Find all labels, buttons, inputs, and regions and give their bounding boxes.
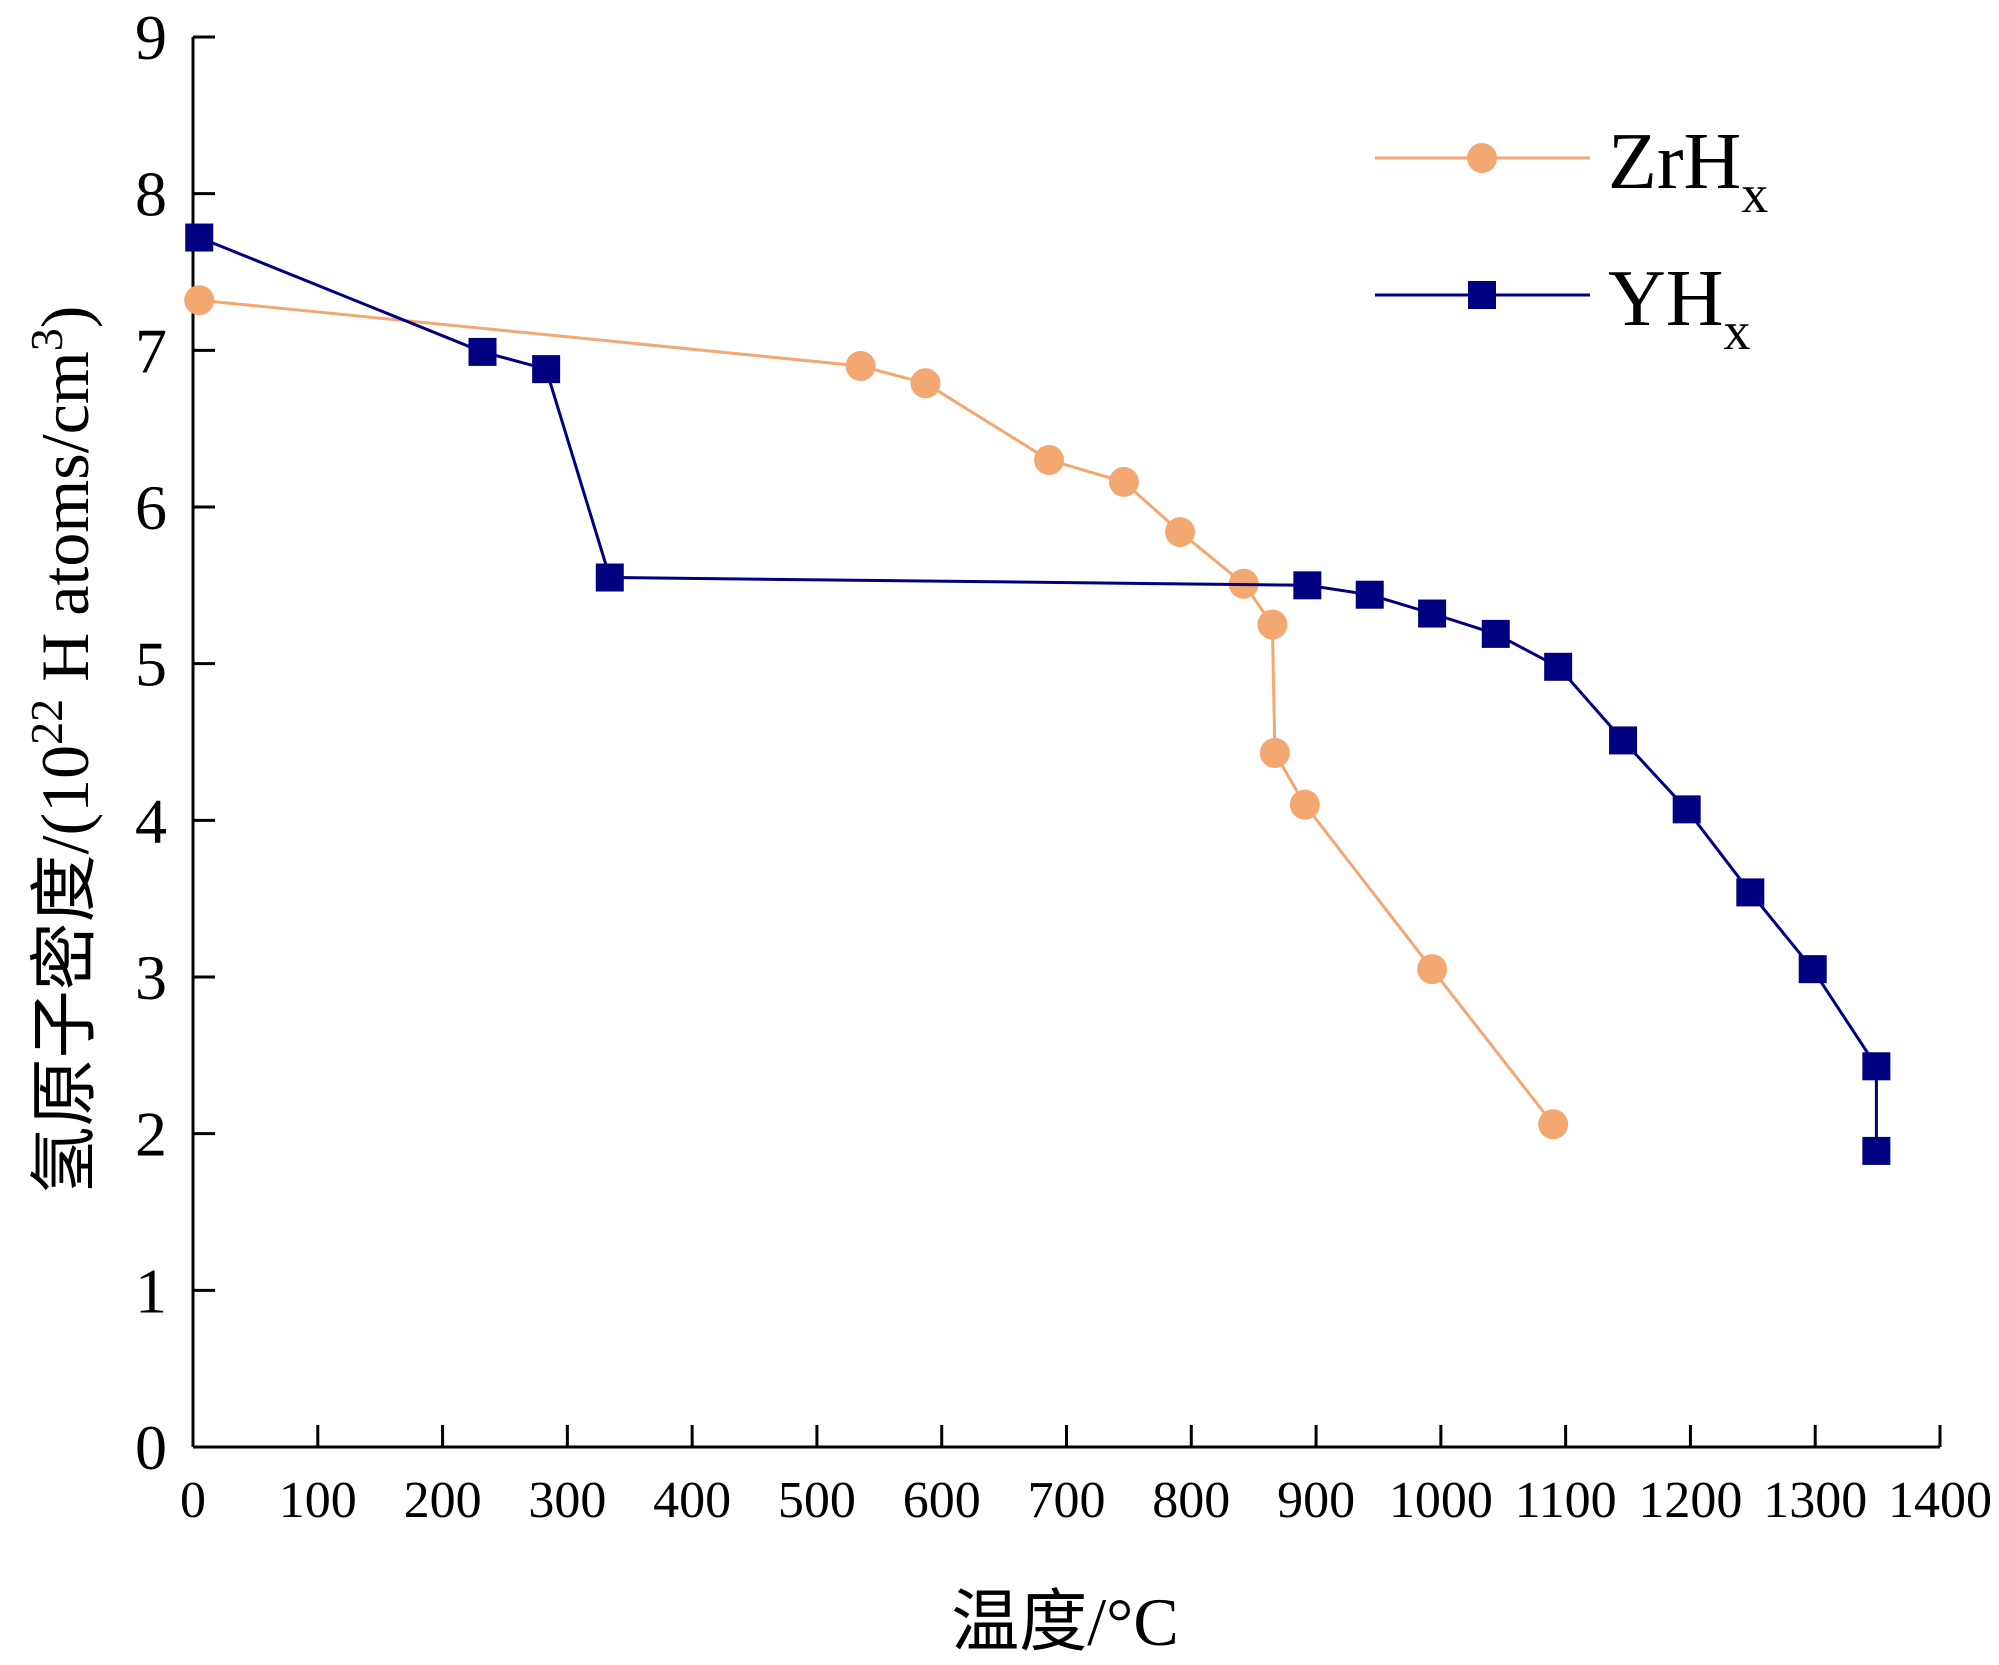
y-tick-label: 7 <box>135 315 167 386</box>
y-tick-label: 8 <box>135 159 167 230</box>
x-tick-label: 300 <box>528 1472 606 1529</box>
x-tick-label: 600 <box>903 1472 981 1529</box>
series-line-zrhx <box>199 298 1555 1126</box>
axes: 0 100 200 300 400 500 600 700 800 900 1000 1100 1200… <box>135 2 1992 1529</box>
data-point-yhx <box>1736 878 1765 907</box>
y-axis-title-sup1: 22 <box>21 699 72 745</box>
x-tick-label: 700 <box>1028 1472 1106 1529</box>
x-tick-label: 100 <box>279 1472 357 1529</box>
data-point-zrhx <box>1034 445 1065 475</box>
y-tick-label: 4 <box>135 785 167 856</box>
data-point-yhx <box>1355 580 1384 609</box>
x-tick-label: 200 <box>404 1472 482 1529</box>
legend-marker-yhx <box>1468 281 1496 309</box>
series-zrhx <box>184 285 1569 1140</box>
legend-label-yhx: YHx <box>1608 255 1751 361</box>
x-tick-label: 1200 <box>1638 1472 1742 1529</box>
data-point-zrhx <box>1538 1109 1569 1140</box>
data-point-zrhx <box>1165 517 1196 548</box>
y-tick-label: 2 <box>135 1099 167 1170</box>
x-tick-label: 500 <box>778 1472 856 1529</box>
y-axis-title-suffix: ) <box>27 306 103 329</box>
x-tick-label: 800 <box>1152 1472 1230 1529</box>
data-point-yhx <box>1862 1052 1891 1081</box>
data-point-yhx <box>1798 955 1827 984</box>
x-tick-label: 1100 <box>1515 1472 1617 1529</box>
legend-item-zrhx: ZrHx <box>1375 118 1768 224</box>
x-tick-label: 1400 <box>1888 1472 1992 1529</box>
series-line-yhx <box>198 236 1878 1151</box>
x-tick-label: 900 <box>1277 1472 1355 1529</box>
y-axis-title: 氢原子密度/(1022 H atoms/cm3) <box>21 306 103 1195</box>
y-tick-label: 6 <box>135 472 167 543</box>
data-point-zrhx <box>1417 954 1448 985</box>
legend-label-zrhx-sub: x <box>1741 164 1768 224</box>
legend-label-yhx-sub: x <box>1724 301 1751 361</box>
data-point-yhx <box>1481 619 1510 648</box>
data-point-yhx <box>532 355 561 384</box>
legend-marker-zrhx <box>1467 143 1497 173</box>
y-tick-label: 3 <box>135 942 167 1013</box>
series-layer <box>184 223 1891 1165</box>
series-yhx <box>185 223 1891 1165</box>
x-tick-label: 1300 <box>1763 1472 1867 1529</box>
y-axis-title-sup2: 3 <box>21 328 72 351</box>
data-point-zrhx <box>1108 466 1139 497</box>
x-tick-label: 400 <box>653 1472 731 1529</box>
data-point-zrhx <box>1289 789 1320 820</box>
data-point-yhx <box>1544 652 1573 681</box>
data-point-yhx <box>468 337 497 366</box>
x-tick-label: 1000 <box>1389 1472 1493 1529</box>
data-point-yhx <box>185 223 214 252</box>
y-tick-label: 9 <box>135 2 167 73</box>
data-point-zrhx <box>1257 609 1288 640</box>
legend: ZrHx YHx <box>1375 118 1768 361</box>
data-point-yhx <box>1293 571 1322 600</box>
x-tick-label: 0 <box>180 1472 206 1529</box>
legend-label-zrhx-main: ZrH <box>1608 118 1741 206</box>
y-tick-label: 1 <box>135 1255 167 1326</box>
legend-label-zrhx: ZrHx <box>1608 118 1768 224</box>
data-point-yhx <box>1672 795 1701 824</box>
data-point-zrhx <box>910 368 941 399</box>
data-point-yhx <box>1862 1136 1891 1165</box>
data-point-yhx <box>595 563 624 592</box>
data-point-zrhx <box>1259 737 1290 768</box>
x-axis-title: 温度/°C <box>951 1584 1178 1660</box>
x-ticks: 0 100 200 300 400 500 600 700 800 900 1000 1100 1200… <box>180 1425 1992 1529</box>
y-axis-title-middle: H atoms/cm <box>27 351 103 699</box>
data-point-zrhx <box>845 351 876 381</box>
legend-item-yhx: YHx <box>1375 255 1751 361</box>
y-tick-label: 5 <box>135 629 167 700</box>
y-ticks: 0 1 2 3 4 5 6 7 8 9 <box>135 2 215 1483</box>
data-point-yhx <box>1418 599 1447 628</box>
y-tick-label: 0 <box>135 1412 167 1483</box>
data-point-yhx <box>1609 726 1638 755</box>
legend-label-yhx-main: YH <box>1608 255 1724 343</box>
data-point-zrhx <box>184 285 215 316</box>
y-axis-title-prefix: 氢原子密度/(10 <box>27 745 103 1195</box>
